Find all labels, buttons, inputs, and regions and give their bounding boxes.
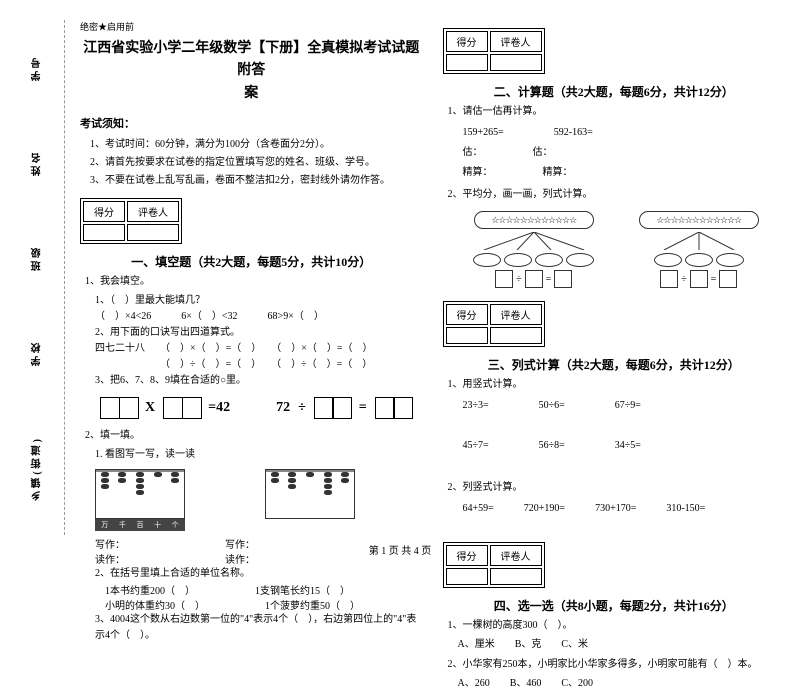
q2-title: 2、填一填。	[85, 427, 423, 444]
right-column: 得分评卷人 二、计算题（共2大题，每题6分，共计12分） 1、请估一估再计算。 …	[443, 20, 786, 535]
sidebar-label: 乡镇(街道)	[30, 436, 45, 501]
section-2-title: 二、计算题（共2大题，每题6分，共计12分）	[443, 83, 786, 100]
q2-l2a: 小明的体重约30（ ）	[105, 597, 205, 612]
q2-row1: 1本书约重200（ ） 1支钢笔长约15（ ）	[105, 582, 423, 597]
title-line1: 江西省实验小学二年级数学【下册】全真模拟考试试题 附答	[83, 41, 419, 78]
binding-sidebar: 学号 姓名 班级 学校 乡镇(街道)	[15, 20, 65, 535]
calc-row: 估：估：	[463, 143, 786, 163]
star-diagrams: ☆☆☆☆☆☆☆☆☆☆☆☆ ÷= ☆☆☆☆☆☆☆☆☆☆☆☆ ÷=	[443, 206, 786, 293]
notice-item: 1、考试时间：60分钟，满分为100分（含卷面分2分）。	[90, 136, 423, 154]
sidebar-label: 学号	[30, 55, 45, 81]
score-blank	[83, 224, 125, 241]
abacus-1: 万千百十个	[95, 468, 185, 531]
num-72: 72	[276, 400, 290, 416]
stars-icon: ☆☆☆☆☆☆☆☆☆☆☆☆	[474, 211, 594, 229]
lc-q2-title: 2、列竖式计算。	[448, 479, 786, 496]
section-1-title: 一、填空题（共2大题，每题5分，共计10分）	[80, 253, 423, 270]
page-footer: 第 1 页 共 4 页	[0, 542, 800, 557]
score-box: 得分评卷人	[443, 28, 545, 74]
abacus-row: 万千百十个	[95, 468, 423, 531]
score-box: 得分评卷人	[443, 301, 545, 347]
stars-icon: ☆☆☆☆☆☆☆☆☆☆☆☆	[639, 211, 759, 229]
q2-sub2: 2、在括号里填上合适的单位名称。	[95, 566, 423, 582]
sidebar-label: 姓名	[30, 150, 45, 176]
blank-box-group	[100, 397, 137, 419]
sidebar-label: 班级	[30, 245, 45, 271]
lc-row: 23÷3=50÷6=67÷9=	[463, 396, 786, 416]
div-sign: ÷	[298, 400, 306, 416]
q2-l2b: 1个菠萝约重50（ ）	[265, 597, 360, 612]
branch-lines-icon	[469, 232, 599, 250]
calc-row: 精算：精算：	[463, 163, 786, 183]
blank-box-group	[314, 397, 351, 419]
q1-sub2-l3: （ ）÷（ ）=（ ） （ ）÷（ ）=（ ）	[95, 357, 423, 373]
calc-q1-title: 1、请估一估再计算。	[448, 103, 786, 120]
section-3-title: 三、列式计算（共2大题，每题6分，共计12分）	[443, 356, 786, 373]
q1-sub2-l2: 四七二十八 （ ）×（ ）=（ ） （ ）×（ ）=（ ）	[95, 341, 423, 357]
q1-sub2-l1: 2、用下面的口诀写出四道算式。	[95, 325, 423, 341]
q1-sub1-l1: 1、（ ）里最大能填几？	[95, 293, 423, 309]
notice-heading: 考试须知：	[80, 115, 423, 131]
notice-item: 2、请首先按要求在试卷的指定位置填写您的姓名、班级、学号。	[90, 154, 423, 172]
main-content: 绝密★启用前 江西省实验小学二年级数学【下册】全真模拟考试试题 附答 案 考试须…	[65, 20, 785, 535]
blank-box-group	[163, 397, 200, 419]
q1-sub1-l2: （ ）×4<26 6×（ ）<32 68>9×（ ）	[95, 309, 423, 325]
eq-sign: =	[359, 400, 367, 416]
score-label: 得分	[83, 201, 125, 222]
lc-row: 45÷7=56÷8=34÷5=	[463, 436, 786, 456]
star-diagram-1: ☆☆☆☆☆☆☆☆☆☆☆☆ ÷=	[469, 211, 599, 288]
calc-q2-title: 2、平均分，画一画，列式计算。	[448, 186, 786, 203]
q2-sub3: 3、4004这个数从右边数第一位的"4"表示4个（ ），右边第四位上的"4"表示…	[95, 612, 423, 644]
lc-row: 64+59=720+190=730+170=310-150=	[463, 499, 786, 519]
blank-box-group	[375, 397, 412, 419]
left-column: 绝密★启用前 江西省实验小学二年级数学【下册】全真模拟考试试题 附答 案 考试须…	[80, 20, 423, 535]
choice-q2-opts: A、260 B、460 C、200	[458, 676, 786, 692]
choice-q2: 2、小华家有250本，小明家比小华家多得多，小明家可能有（ ）本。	[448, 656, 786, 673]
branch-lines-icon	[649, 232, 749, 250]
grader-blank	[127, 224, 179, 241]
sidebar-label: 学校	[30, 340, 45, 366]
exam-title: 江西省实验小学二年级数学【下册】全真模拟考试试题 附答 案	[80, 38, 423, 105]
mult-sign: X	[145, 400, 155, 416]
grader-label: 评卷人	[127, 201, 179, 222]
abacus-2	[265, 468, 355, 531]
choice-q1: 1、一棵树的高度300（ ）。	[448, 617, 786, 634]
secret-marker: 绝密★启用前	[80, 20, 423, 33]
lc-q1-title: 1、用竖式计算。	[448, 376, 786, 393]
score-box: 得分评卷人	[80, 198, 182, 244]
eq-result: =42	[208, 400, 230, 416]
notice-item: 3、不要在试卷上乱写乱画，卷面不整洁扣2分，密封线外请勿作答。	[90, 172, 423, 190]
q1-title: 1、我会填空。	[85, 273, 423, 290]
q1-sub3: 3、把6、7、8、9填在合适的○里。	[95, 373, 423, 389]
calc-row: 159+265=592-163=	[463, 123, 786, 143]
q2-l1a: 1本书约重200（ ）	[105, 582, 195, 597]
q2-sub1: 1. 看图写一写，读一读	[95, 447, 423, 463]
q2-row2: 小明的体重约30（ ） 1个菠萝约重50（ ）	[105, 597, 423, 612]
equation-row: X =42 72 ÷ =	[80, 397, 423, 419]
choice-q1-opts: A、厘米 B、克 C、米	[458, 637, 786, 653]
title-line2: 案	[244, 86, 258, 101]
q2-l1b: 1支钢笔长约15（ ）	[255, 582, 350, 597]
star-diagram-2: ☆☆☆☆☆☆☆☆☆☆☆☆ ÷=	[639, 211, 759, 288]
section-4-title: 四、选一选（共8小题，每题2分，共计16分）	[443, 597, 786, 614]
exam-notice: 考试须知： 1、考试时间：60分钟，满分为100分（含卷面分2分）。 2、请首先…	[80, 115, 423, 190]
